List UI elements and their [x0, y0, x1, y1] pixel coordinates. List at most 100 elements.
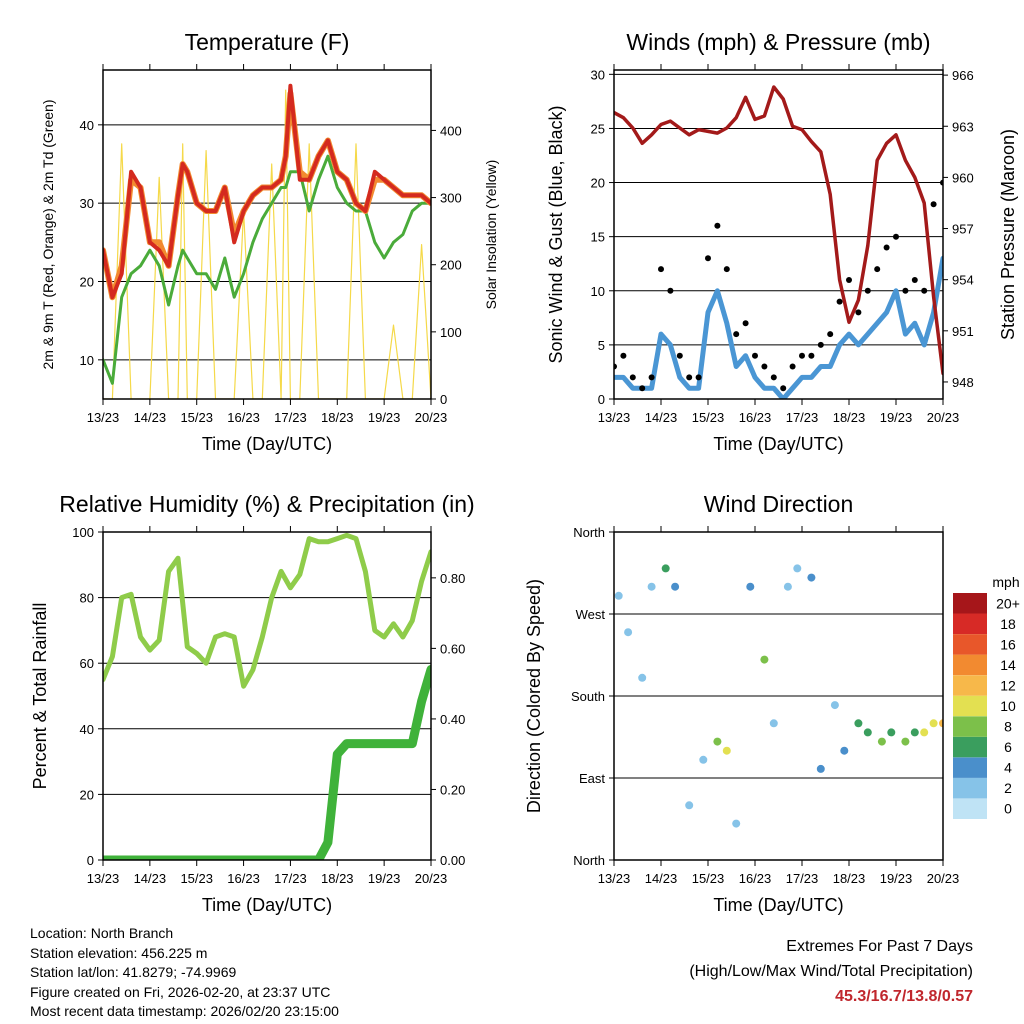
panel-title: Wind Direction: [704, 491, 854, 517]
station-info: Location: North Branch Station elevation…: [30, 924, 339, 1022]
direction-point: [685, 801, 694, 810]
direction-point: [887, 728, 896, 737]
tick-label-left: 20: [80, 787, 94, 802]
tick-label-left: 60: [80, 656, 94, 671]
gust-point: [770, 374, 777, 381]
temp-2m-line: [103, 83, 431, 300]
legend-swatch: [953, 716, 987, 737]
tick-label-left: 0: [87, 853, 94, 868]
tick-label-time: 18/23: [321, 410, 354, 425]
gust-point: [836, 298, 843, 305]
legend-swatch: [953, 777, 987, 799]
tick-label-right: 948: [952, 375, 974, 390]
legend-label: 2: [1004, 780, 1012, 796]
gust-point: [855, 309, 862, 316]
direction-point: [807, 573, 816, 582]
precipitation-line: [103, 665, 431, 860]
legend-swatch: [953, 634, 987, 655]
legend-swatch: [953, 593, 987, 614]
panel-title: Relative Humidity (%) & Precipitation (i…: [59, 491, 474, 517]
tick-label-time: 20/23: [415, 410, 448, 425]
panel-title: Temperature (F): [185, 29, 350, 55]
direction-point: [783, 582, 792, 591]
latlon-text: Station lat/lon: 41.8279; -74.9969: [30, 964, 237, 980]
tick-label-time: 16/23: [227, 871, 260, 886]
tick-label-right: 0.00: [440, 853, 465, 868]
gust-point: [667, 287, 674, 294]
legend-label: 16: [1000, 636, 1016, 652]
tick-label-right: 0.20: [440, 782, 465, 797]
direction-point: [910, 728, 919, 737]
direction-point: [877, 737, 886, 746]
legend-swatch: [953, 695, 987, 717]
tick-label-right: 966: [952, 68, 974, 83]
direction-point: [793, 564, 802, 573]
tick-label-left: East: [579, 771, 605, 786]
tick-label-left: 30: [591, 67, 605, 82]
direction-point: [920, 728, 929, 737]
gust-point: [799, 352, 805, 359]
direction-point: [901, 737, 910, 746]
legend-swatch: [953, 675, 987, 696]
tick-label-left: South: [571, 689, 605, 704]
direction-point: [854, 719, 863, 728]
direction-point: [760, 655, 769, 664]
legend-label: 10: [1000, 698, 1016, 714]
gust-point: [658, 266, 664, 273]
tick-label-left: 25: [591, 121, 605, 136]
gust-point: [629, 374, 636, 381]
gust-point: [723, 266, 730, 273]
axis-label-right: Solar Insolation (Yellow): [483, 160, 499, 310]
legend-swatch: [953, 757, 987, 778]
direction-point: [661, 564, 670, 573]
tick-label-right: 957: [952, 222, 974, 237]
tick-label-left: 40: [80, 118, 94, 133]
tick-label-time: 19/23: [880, 410, 913, 425]
tick-label-left: 40: [80, 722, 94, 737]
gust-point: [761, 363, 768, 370]
gust-point: [893, 233, 899, 240]
direction-point: [746, 582, 755, 591]
tick-label-time: 16/23: [739, 871, 772, 886]
legend-swatch: [953, 798, 987, 819]
gust-point: [676, 352, 683, 359]
extremes-values: 45.3/16.7/13.8/0.57: [835, 988, 973, 1005]
tick-label-right: 0: [440, 392, 447, 407]
direction-point: [647, 582, 656, 591]
tick-label-right: 200: [440, 258, 462, 273]
legend-swatch: [953, 736, 987, 758]
tick-label-time: 20/23: [927, 410, 960, 425]
legend-label: 20+: [996, 595, 1020, 611]
gust-point: [827, 331, 834, 338]
tick-label-time: 14/23: [645, 871, 678, 886]
direction-point: [614, 591, 623, 600]
legend-label: 6: [1004, 739, 1012, 755]
direction-point: [722, 746, 731, 755]
axis-label-left: Percent & Total Rainfall: [30, 603, 50, 790]
tick-label-time: 18/23: [833, 871, 866, 886]
gust-point: [648, 374, 655, 381]
gust-point: [930, 201, 937, 208]
extremes-box: Extremes For Past 7 Days (High/Low/Max W…: [689, 934, 973, 1009]
relative-humidity-line: [103, 532, 431, 689]
legend-title: mph: [992, 574, 1019, 590]
extremes-title: Extremes For Past 7 Days: [786, 938, 973, 955]
direction-point: [830, 701, 839, 710]
legend-label: 4: [1004, 760, 1012, 776]
gust-point: [620, 352, 627, 359]
legend-swatch: [953, 613, 987, 634]
direction-point: [713, 737, 722, 746]
tick-label-time: 18/23: [321, 871, 354, 886]
direction-point: [840, 746, 849, 755]
tick-label-left: 80: [80, 591, 94, 606]
tick-label-time: 17/23: [786, 410, 819, 425]
gust-point: [911, 277, 918, 283]
gust-point: [714, 222, 721, 229]
dewpoint-line: [103, 154, 431, 385]
direction-point: [671, 582, 680, 591]
legend-label: 12: [1000, 678, 1016, 694]
panel-title: Winds (mph) & Pressure (mb): [626, 29, 930, 55]
tick-label-time: 13/23: [87, 871, 120, 886]
plot-frame: [102, 69, 432, 400]
